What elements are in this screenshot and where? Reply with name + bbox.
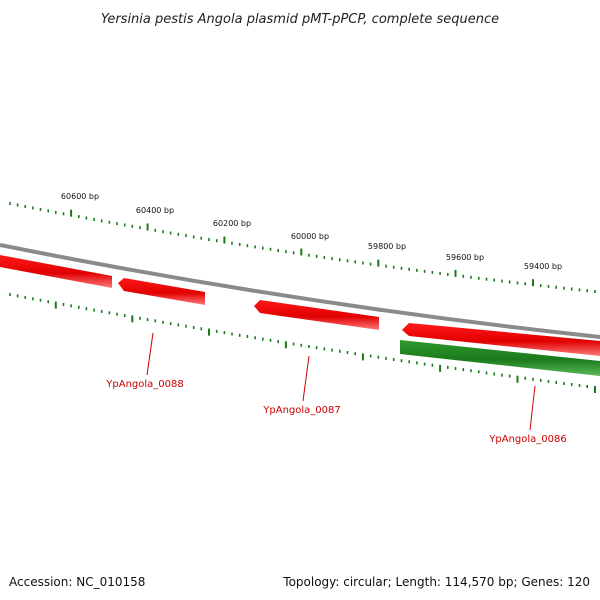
gene-features-reverse (0, 255, 600, 356)
tick-label-59800: 59800 bp (368, 242, 406, 251)
plasmid-backbone (0, 243, 600, 339)
tick-track-inner (9, 293, 596, 393)
gene-arrow-ypangola-0086-region[interactable] (402, 323, 600, 356)
tick-label-59400: 59400 bp (524, 262, 562, 271)
tick-label-60400: 60400 bp (136, 206, 174, 215)
gene-arrow-forward[interactable] (400, 340, 600, 376)
tick-label-59600: 59600 bp (446, 253, 484, 262)
gene-label-ypangola-0087[interactable]: YpAngola_0087 (262, 405, 340, 416)
gene-label-ypangola-0088[interactable]: YpAngola_0088 (105, 379, 183, 390)
tick-label-60600: 60600 bp (61, 192, 99, 201)
gene-arrow-ypangola-0087[interactable] (254, 300, 379, 330)
tick-labels: 60600 bp 60400 bp 60200 bp 60000 bp 5980… (61, 192, 562, 271)
gene-leader-lines (146, 332, 536, 431)
leader-line-0086 (529, 385, 536, 431)
sequence-summary: Topology: circular; Length: 114,570 bp; … (282, 575, 590, 589)
gene-arrow-ypangola-0089[interactable] (0, 255, 112, 288)
map-title: Yersinia pestis Angola plasmid pMT-pPCP,… (101, 12, 499, 27)
tick-label-60200: 60200 bp (213, 219, 251, 228)
tick-track-outer (9, 202, 596, 293)
tick-label-60000: 60000 bp (291, 232, 329, 241)
accession-text: Accession: NC_010158 (9, 575, 145, 589)
gene-arrow-ypangola-0088[interactable] (118, 278, 205, 305)
leader-line-0088 (146, 332, 154, 376)
leader-line-0087 (302, 355, 310, 402)
gene-label-ypangola-0086[interactable]: YpAngola_0086 (488, 434, 566, 445)
